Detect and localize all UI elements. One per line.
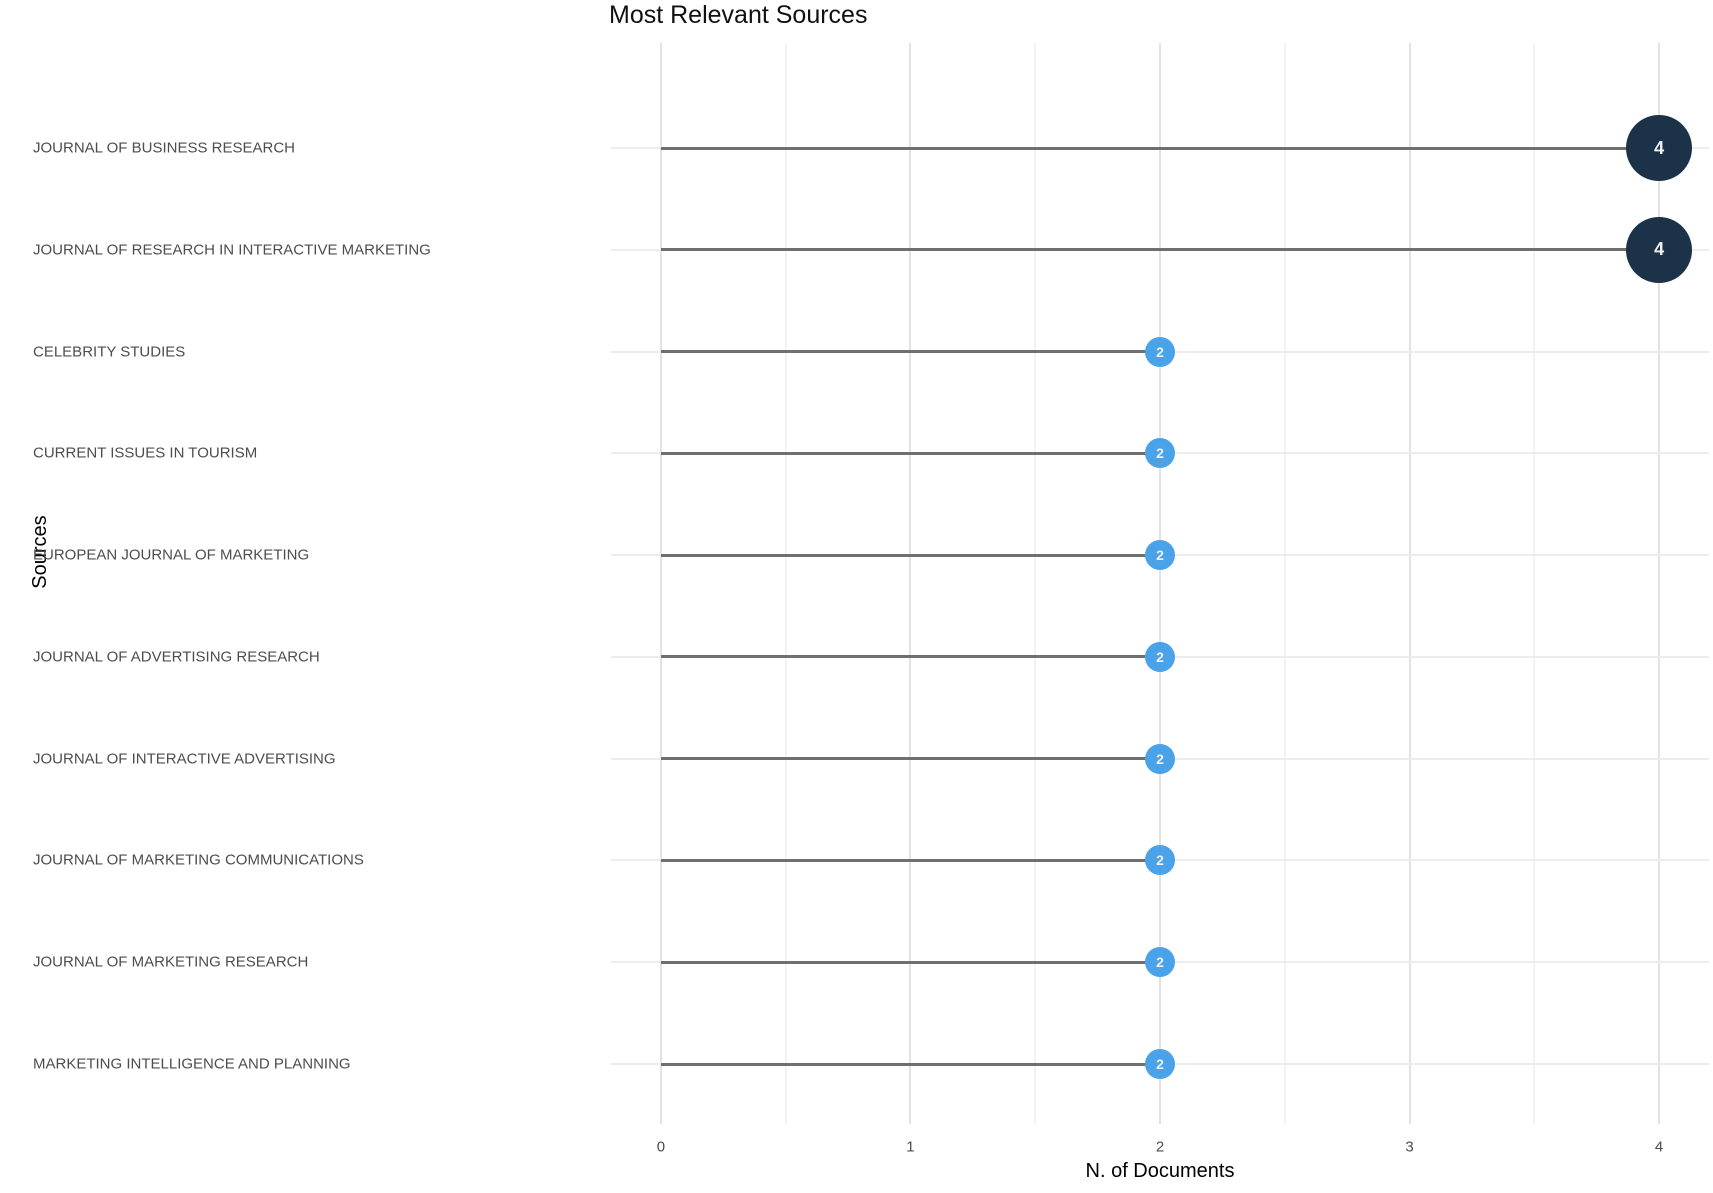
data-point: 2 — [1145, 743, 1175, 774]
data-point: 2 — [1145, 438, 1175, 469]
x-tick-label: 4 — [1654, 1138, 1664, 1156]
y-tick-label: CELEBRITY STUDIES — [33, 343, 186, 361]
lollipop-stem — [660, 757, 1160, 761]
gridline-x-major — [909, 43, 912, 1124]
x-tick-label: 2 — [1155, 1138, 1165, 1156]
chart-title: Most Relevant Sources — [609, 1, 868, 29]
gridline-x-major — [1159, 43, 1161, 1124]
gridline-x-major — [659, 43, 662, 1124]
gridline-x-minor — [784, 43, 787, 1124]
gridline-x-minor — [1034, 43, 1037, 1124]
data-point: 2 — [1145, 540, 1175, 571]
gridline-x-minor — [1533, 43, 1536, 1124]
y-tick-label: EUROPEAN JOURNAL OF MARKETING — [33, 546, 310, 564]
y-tick-label: JOURNAL OF RESEARCH IN INTERACTIVE MARKE… — [33, 241, 431, 259]
x-tick-label: 0 — [656, 1138, 666, 1156]
data-point: 4 — [1626, 216, 1693, 283]
gridline-x-major — [1408, 43, 1411, 1124]
data-point: 4 — [1626, 115, 1693, 181]
y-tick-label: JOURNAL OF ADVERTISING RESEARCH — [33, 648, 320, 666]
data-point: 2 — [1145, 641, 1175, 672]
x-axis-title: N. of Documents — [1085, 1160, 1235, 1182]
y-tick-label: MARKETING INTELLIGENCE AND PLANNING — [33, 1055, 351, 1073]
y-tick-label: JOURNAL OF MARKETING COMMUNICATIONS — [33, 851, 364, 869]
data-point: 2 — [1145, 1049, 1175, 1080]
data-point: 2 — [1145, 947, 1175, 978]
x-tick-label: 3 — [1405, 1138, 1414, 1156]
y-tick-label: JOURNAL OF INTERACTIVE ADVERTISING — [33, 750, 336, 768]
lollipop-stem — [660, 858, 1160, 862]
lollipop-stem — [660, 350, 1160, 354]
lollipop-stem — [660, 248, 1660, 252]
lollipop-stem — [660, 146, 1660, 150]
lollipop-stem — [660, 655, 1160, 659]
y-tick-label: JOURNAL OF MARKETING RESEARCH — [33, 953, 309, 971]
y-tick-label: JOURNAL OF BUSINESS RESEARCH — [33, 139, 295, 157]
data-point: 2 — [1145, 336, 1175, 367]
y-tick-label: CURRENT ISSUES IN TOURISM — [33, 444, 258, 462]
lollipop-stem — [660, 960, 1160, 964]
lollipop-stem — [660, 1062, 1160, 1066]
lollipop-stem — [660, 451, 1160, 455]
gridline-x-minor — [1283, 43, 1286, 1124]
x-tick-label: 1 — [906, 1138, 915, 1156]
lollipop-stem — [660, 553, 1160, 557]
gridline-x-major — [1658, 43, 1661, 1124]
data-point: 2 — [1145, 845, 1175, 876]
